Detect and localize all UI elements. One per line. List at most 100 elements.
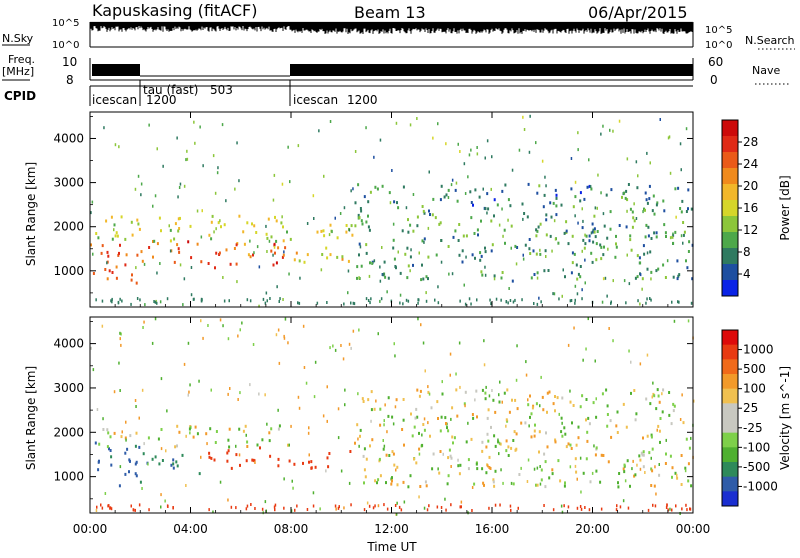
echo-cell bbox=[593, 214, 596, 218]
echo-cell bbox=[179, 182, 182, 186]
echo-cell bbox=[390, 477, 393, 481]
echo-cell bbox=[423, 417, 426, 421]
echo-cell bbox=[365, 220, 368, 224]
echo-cell bbox=[633, 202, 635, 206]
echo-cell bbox=[395, 398, 398, 402]
echo-cell bbox=[367, 398, 370, 402]
echo-cell bbox=[119, 337, 121, 341]
echo-cell bbox=[481, 467, 484, 471]
echo-cell bbox=[623, 463, 626, 467]
echo-cell bbox=[675, 504, 677, 508]
echo-cell bbox=[278, 424, 281, 428]
echo-cell bbox=[587, 416, 590, 420]
colorbar-tick-label: 20 bbox=[743, 179, 758, 193]
echo-cell bbox=[539, 252, 542, 256]
echo-cell bbox=[143, 262, 146, 266]
echo-cell bbox=[283, 506, 285, 510]
echo-cell bbox=[522, 217, 524, 221]
echo-cell bbox=[509, 299, 512, 302]
echo-cell bbox=[430, 406, 433, 410]
echo-cell bbox=[136, 297, 139, 300]
echo-cell bbox=[459, 463, 462, 467]
echo-cell bbox=[570, 271, 573, 275]
echo-cell bbox=[602, 454, 605, 457]
echo-cell bbox=[577, 221, 579, 225]
echo-cell bbox=[101, 506, 104, 510]
colorbar-cell bbox=[722, 200, 738, 217]
echo-cell bbox=[277, 464, 280, 468]
echo-cell bbox=[177, 217, 180, 221]
echo-cell bbox=[135, 474, 138, 478]
echo-cell bbox=[388, 191, 391, 195]
echo-cell bbox=[488, 466, 491, 469]
echo-cell bbox=[359, 245, 362, 249]
echo-cell bbox=[335, 507, 337, 511]
echo-cell bbox=[552, 508, 555, 512]
echo-cell bbox=[348, 481, 351, 485]
echo-cell bbox=[576, 506, 579, 510]
echo-cell bbox=[448, 448, 451, 452]
echo-cell bbox=[481, 273, 484, 277]
echo-cell bbox=[579, 275, 582, 279]
echo-cell bbox=[305, 381, 308, 385]
echo-cell bbox=[277, 457, 280, 461]
echo-cell bbox=[371, 261, 374, 265]
echo-cell bbox=[268, 239, 271, 243]
echo-cell bbox=[654, 504, 657, 508]
echo-cell bbox=[296, 504, 298, 508]
echo-cell bbox=[407, 230, 410, 234]
echo-cell bbox=[626, 157, 629, 161]
colorbar-cell bbox=[722, 280, 738, 297]
echo-cell bbox=[508, 410, 511, 414]
echo-cell bbox=[642, 450, 645, 454]
echo-cell bbox=[281, 215, 283, 219]
echo-cell bbox=[200, 235, 203, 239]
echo-cell bbox=[350, 224, 353, 228]
echo-cell bbox=[565, 445, 568, 449]
echo-cell bbox=[548, 476, 551, 480]
echo-cell bbox=[630, 360, 632, 364]
echo-cell bbox=[241, 321, 243, 325]
echo-cell bbox=[551, 472, 554, 476]
echo-cell bbox=[476, 415, 478, 419]
echo-cell bbox=[337, 506, 340, 510]
echo-cell bbox=[632, 459, 634, 463]
echo-cell bbox=[156, 301, 158, 305]
echo-cell bbox=[631, 210, 634, 214]
echo-cell bbox=[685, 503, 687, 507]
echo-cell bbox=[256, 443, 259, 447]
colorbar-cell bbox=[722, 136, 738, 153]
echo-cell bbox=[658, 400, 661, 404]
echo-cell bbox=[323, 234, 326, 238]
echo-cell bbox=[113, 390, 116, 394]
echo-cell bbox=[505, 418, 508, 422]
echo-cell bbox=[100, 251, 103, 255]
echo-cell bbox=[434, 216, 437, 220]
echo-cell bbox=[642, 436, 644, 440]
echo-cell bbox=[302, 461, 304, 465]
echo-cell bbox=[173, 237, 176, 241]
echo-cell bbox=[541, 159, 544, 163]
echo-cell bbox=[343, 302, 345, 306]
echo-cell bbox=[690, 436, 692, 440]
echo-cell bbox=[679, 418, 682, 421]
echo-cell bbox=[522, 257, 525, 261]
echo-cell bbox=[574, 298, 576, 302]
echo-cell bbox=[629, 234, 632, 238]
echo-cell bbox=[194, 425, 197, 429]
echo-cell bbox=[274, 251, 276, 255]
echo-cell bbox=[676, 277, 679, 281]
echo-cell bbox=[363, 447, 366, 451]
echo-cell bbox=[379, 423, 382, 427]
echo-cell bbox=[427, 277, 429, 281]
echo-cell bbox=[616, 504, 618, 508]
echo-cell bbox=[439, 450, 442, 453]
echo-cell bbox=[288, 459, 291, 463]
colorbar-cell bbox=[722, 418, 738, 434]
echo-cell bbox=[340, 344, 342, 347]
echo-cell bbox=[584, 258, 586, 262]
echo-cell bbox=[540, 375, 542, 379]
echo-cell bbox=[494, 469, 497, 473]
echo-cell bbox=[596, 230, 599, 233]
echo-cell bbox=[326, 385, 328, 389]
